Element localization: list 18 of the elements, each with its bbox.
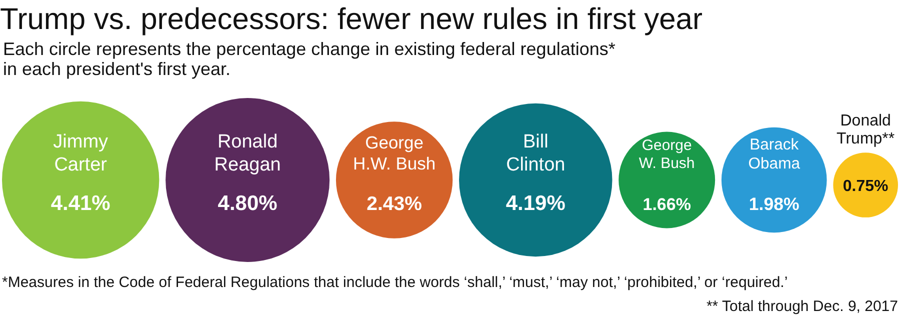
- data-label: 1.98%: [748, 194, 800, 214]
- text: ** Total through Dec. 9, 2017: [706, 298, 898, 315]
- data-label: 0.75%: [842, 178, 888, 195]
- text: Trump vs. predecessors: fewer new rules in first year: [0, 3, 702, 36]
- text: *Measures in the Code of Federal Regulations that include the words ‘shall,’ ‘must,’ ‘may not,’ ‘prohibited,’ or ‘required.’: [2, 274, 788, 291]
- data-label: 4.80%: [218, 192, 278, 215]
- category-label: Bill Clinton: [506, 132, 566, 176]
- category-label: Ronald Reagan: [214, 132, 281, 176]
- data-label: 4.19%: [506, 192, 566, 215]
- category-label: George H.W. Bush: [352, 132, 436, 174]
- category-label: Jimmy Carter: [53, 132, 109, 176]
- category-label: George W. Bush: [638, 136, 695, 172]
- data-label: 4.41%: [50, 192, 111, 215]
- data-label: 1.66%: [642, 195, 691, 214]
- category-label: Barack Obama: [748, 136, 800, 172]
- data-label: 2.43%: [366, 193, 422, 215]
- category-label: Donald Trump**: [836, 112, 895, 148]
- text: Each circle represents the percentage change in existing federal regulations* in each president's first year.: [3, 39, 616, 79]
